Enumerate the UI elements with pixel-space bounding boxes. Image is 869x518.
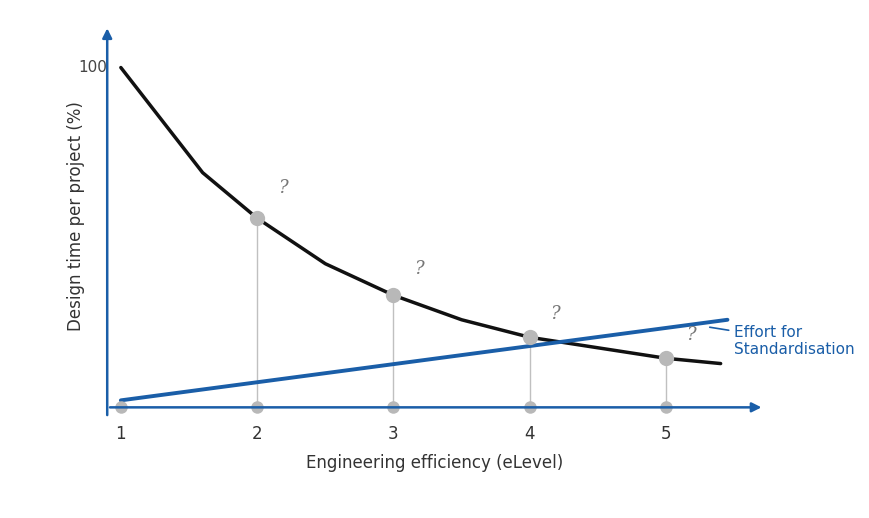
Text: ?: ? bbox=[686, 326, 695, 344]
X-axis label: Engineering efficiency (eLevel): Engineering efficiency (eLevel) bbox=[305, 454, 562, 472]
Text: Effort for
Standardisation: Effort for Standardisation bbox=[709, 325, 854, 357]
Text: ?: ? bbox=[277, 179, 287, 197]
Text: ?: ? bbox=[414, 260, 423, 278]
Text: ?: ? bbox=[549, 305, 560, 323]
Text: 100: 100 bbox=[78, 60, 107, 75]
Y-axis label: Design time per project (%): Design time per project (%) bbox=[67, 102, 85, 332]
